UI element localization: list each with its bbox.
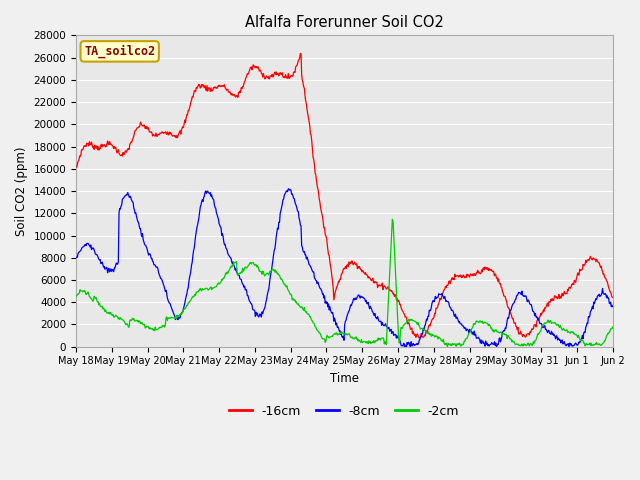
Title: Alfalfa Forerunner Soil CO2: Alfalfa Forerunner Soil CO2	[245, 15, 444, 30]
X-axis label: Time: Time	[330, 372, 359, 385]
Y-axis label: Soil CO2 (ppm): Soil CO2 (ppm)	[15, 146, 28, 236]
Legend: -16cm, -8cm, -2cm: -16cm, -8cm, -2cm	[225, 400, 465, 423]
Text: TA_soilco2: TA_soilco2	[84, 45, 156, 58]
